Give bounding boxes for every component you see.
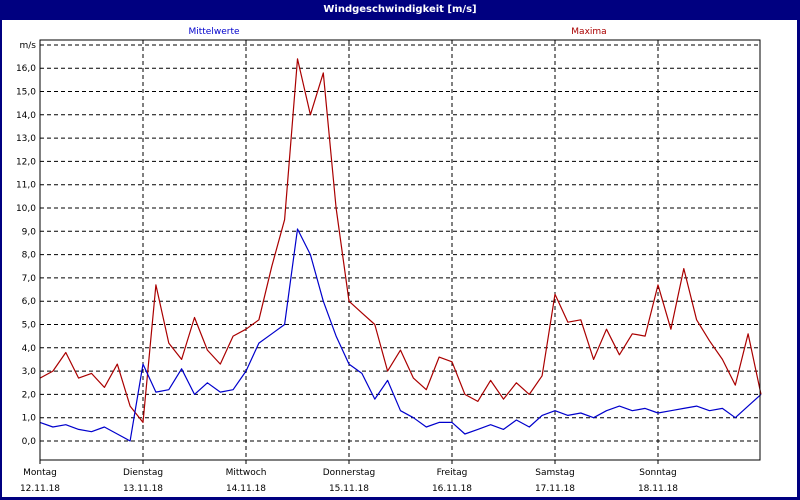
series-maxima-line bbox=[39, 58, 762, 423]
x-date-label: 16.11.18 bbox=[432, 484, 472, 494]
x-day-label: Sonntag bbox=[639, 468, 676, 478]
x-date-label: 12.11.18 bbox=[20, 484, 60, 494]
x-date-label: 15.11.18 bbox=[329, 484, 369, 494]
y-tick-label: 11,0 bbox=[16, 181, 36, 191]
series-mittelwerte-line bbox=[39, 228, 762, 442]
y-tick-label: 3,0 bbox=[22, 367, 37, 377]
data-series bbox=[39, 58, 762, 442]
y-tick-label: 2,0 bbox=[22, 390, 37, 400]
window-title: Windgeschwindigkeit [m/s] bbox=[323, 4, 477, 15]
y-tick-label: 9,0 bbox=[22, 227, 37, 237]
legend-mean: Mittelwerte bbox=[188, 27, 239, 37]
x-day-label: Mittwoch bbox=[226, 468, 267, 478]
y-tick-label: 4,0 bbox=[22, 344, 37, 354]
legend-max: Maxima bbox=[571, 27, 606, 37]
y-tick-label: 1,0 bbox=[22, 414, 37, 424]
y-axis-ticks: m/s 16,0 15,0 14,0 13,0 12,0 11,0 10,0 9,0 8,0 7,0… bbox=[16, 41, 36, 447]
x-day-label: Donnerstag bbox=[323, 468, 376, 478]
plot-area-border bbox=[39, 39, 761, 461]
y-tick-label: 16,0 bbox=[16, 64, 36, 74]
x-date-label: 14.11.18 bbox=[226, 484, 266, 494]
y-tick-label: 6,0 bbox=[22, 297, 37, 307]
y-tick-label: 7,0 bbox=[22, 274, 37, 284]
x-date-label: 13.11.18 bbox=[123, 484, 163, 494]
x-day-label: Freitag bbox=[437, 468, 468, 478]
x-day-label: Dienstag bbox=[123, 468, 163, 478]
y-tick-label: 12,0 bbox=[16, 157, 36, 167]
x-day-label: Samstag bbox=[535, 468, 574, 478]
x-axis-ticks: Montag 12.11.18 Dienstag 13.11.18 Mittwoch 14… bbox=[20, 460, 678, 494]
y-tick-label: 8,0 bbox=[22, 251, 37, 261]
x-date-label: 17.11.18 bbox=[535, 484, 575, 494]
y-unit-label: m/s bbox=[20, 41, 37, 51]
y-tick-label: 13,0 bbox=[16, 134, 36, 144]
x-date-label: 18.11.18 bbox=[638, 484, 678, 494]
grid-lines bbox=[40, 40, 760, 460]
x-day-label: Montag bbox=[23, 468, 57, 478]
y-tick-label: 15,0 bbox=[16, 88, 36, 98]
y-tick-label: 5,0 bbox=[22, 321, 37, 331]
y-tick-label: 14,0 bbox=[16, 111, 36, 121]
y-tick-label: 10,0 bbox=[16, 204, 36, 214]
y-tick-label: 0,0 bbox=[22, 437, 37, 447]
